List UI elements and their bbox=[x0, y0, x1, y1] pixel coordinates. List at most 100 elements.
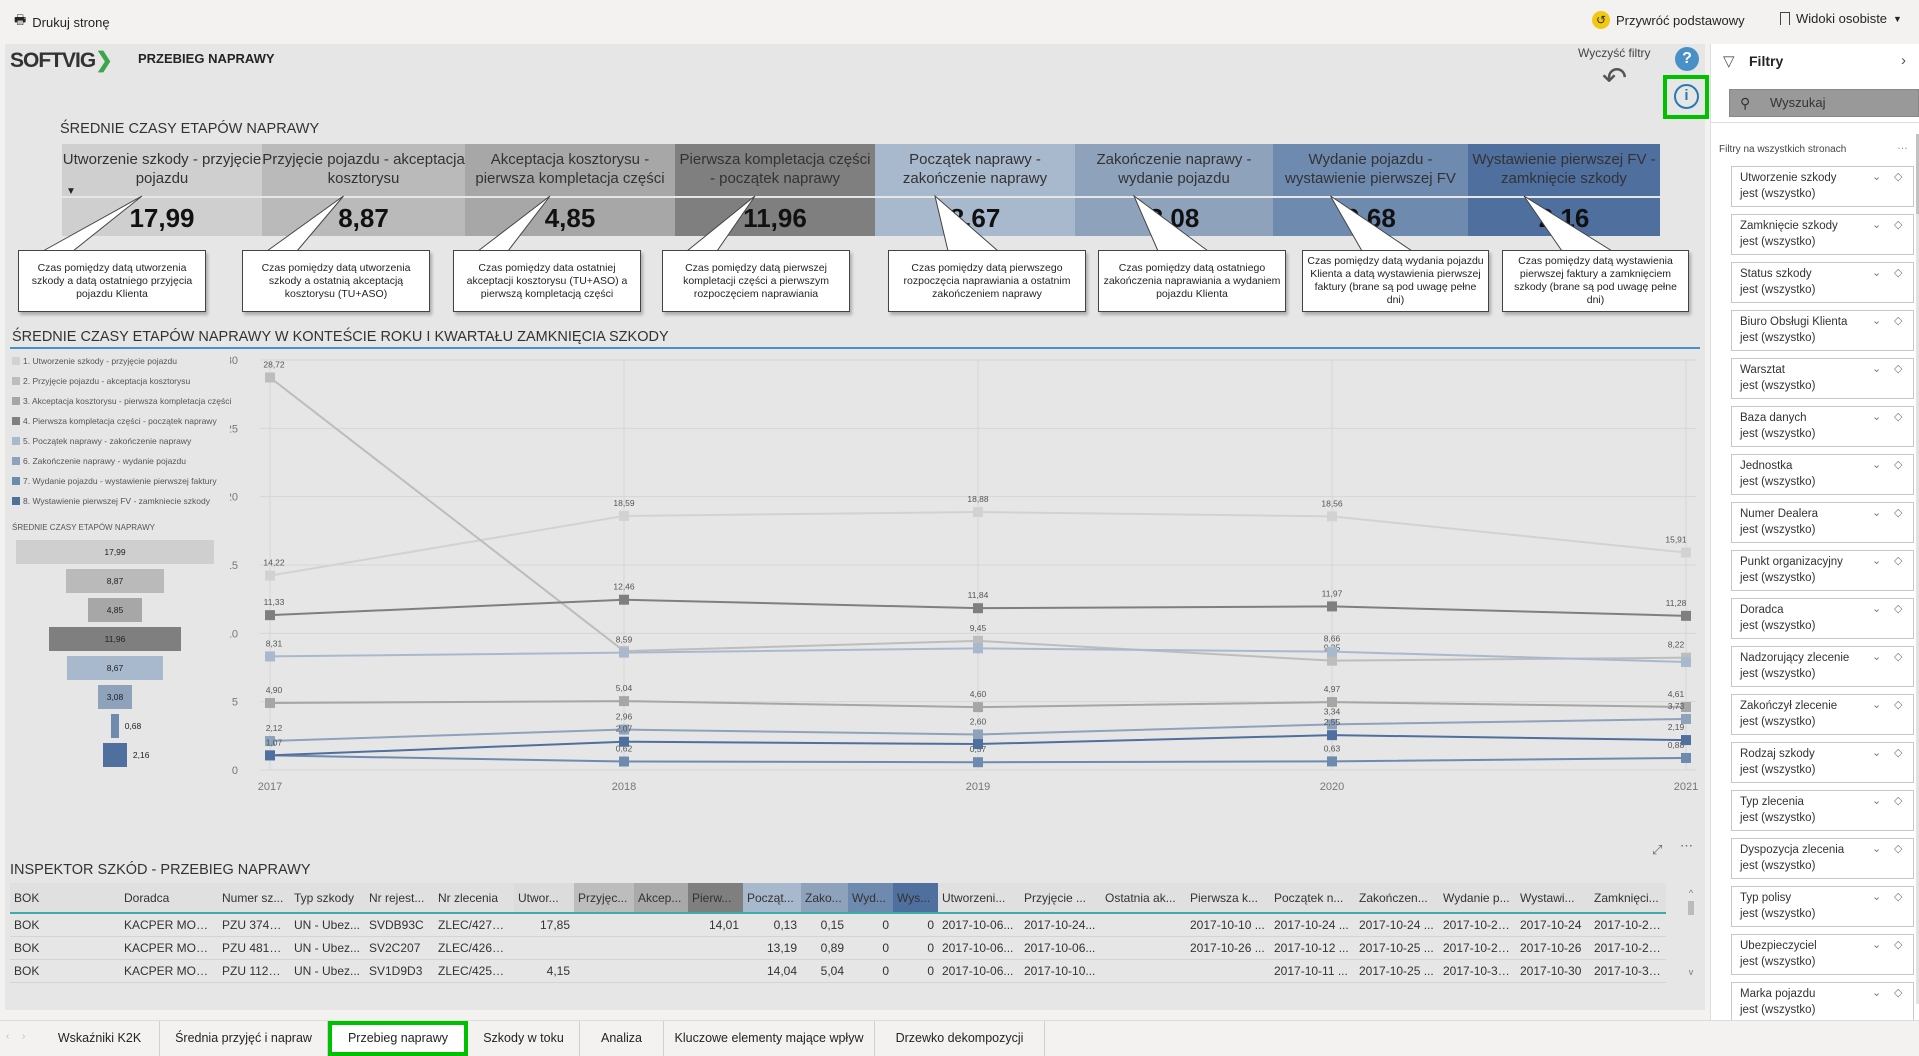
tab-4[interactable]: Szkody w toku bbox=[468, 1021, 580, 1056]
eraser-icon[interactable]: ◇ bbox=[1894, 507, 1903, 519]
eraser-icon[interactable]: ◇ bbox=[1894, 555, 1903, 567]
scroll-thumb[interactable] bbox=[1688, 901, 1694, 915]
column-header[interactable]: Zako... bbox=[801, 883, 848, 914]
column-header[interactable]: Numer sz... bbox=[218, 883, 290, 914]
filter-card[interactable]: Zakończył zlecenie jest (wszystko) ⌄ ◇ bbox=[1731, 694, 1914, 735]
chevron-down-icon[interactable]: ⌄ bbox=[1872, 411, 1882, 423]
column-header[interactable]: BOK bbox=[10, 883, 120, 914]
table-row[interactable]: BOK KACPER MOŚĆ... PZU 11293... UN - Ubez..… bbox=[10, 959, 1666, 983]
chevron-down-icon[interactable]: ⌄ bbox=[1872, 891, 1882, 903]
column-header[interactable]: Typ szkody bbox=[290, 883, 365, 914]
column-header[interactable]: Wydanie p... bbox=[1439, 883, 1516, 914]
chevron-down-icon[interactable]: ⌄ bbox=[1872, 315, 1882, 327]
column-header[interactable]: Nr zlecenia bbox=[434, 883, 514, 914]
chevron-down-icon[interactable]: ⌄ bbox=[1872, 747, 1882, 759]
table-row[interactable]: BOK KACPER MOŚĆ... PZU 37431... UN - Ubez..… bbox=[10, 913, 1666, 937]
eraser-icon[interactable]: ◇ bbox=[1894, 747, 1903, 759]
chevron-down-icon[interactable]: ⌄ bbox=[1872, 459, 1882, 471]
chevron-down-icon[interactable]: ⌄ bbox=[1872, 843, 1882, 855]
filter-card[interactable]: Numer Dealera jest (wszystko) ⌄ ◇ bbox=[1731, 502, 1914, 543]
tab-3[interactable]: Przebieg naprawy bbox=[328, 1021, 468, 1056]
chevron-down-icon[interactable]: ⌄ bbox=[1872, 171, 1882, 183]
funnel-bar[interactable]: 3,08 bbox=[98, 685, 132, 709]
column-header[interactable]: Zakończen... bbox=[1355, 883, 1439, 914]
filter-card[interactable]: Zamknięcie szkody jest (wszystko) ⌄ ◇ bbox=[1731, 214, 1914, 255]
filter-card[interactable]: Ubezpieczyciel jest (wszystko) ⌄ ◇ bbox=[1731, 934, 1914, 975]
funnel-bar[interactable]: 4,85 bbox=[88, 598, 142, 622]
funnel-bar[interactable]: 8,67 bbox=[67, 656, 163, 680]
chevron-down-icon[interactable]: ⌄ bbox=[1872, 219, 1882, 231]
filter-card[interactable]: Dyspozycja zlecenia jest (wszystko) ⌄ ◇ bbox=[1731, 838, 1914, 879]
eraser-icon[interactable]: ◇ bbox=[1894, 939, 1903, 951]
more-options-icon[interactable]: ⋯ bbox=[1680, 838, 1693, 853]
eraser-icon[interactable]: ◇ bbox=[1894, 795, 1903, 807]
tab-5[interactable]: Analiza bbox=[580, 1021, 664, 1056]
legend-item[interactable]: 7. Wydanie pojazdu - wystawienie pierwsz… bbox=[12, 476, 217, 486]
collapse-pane-icon[interactable]: › bbox=[1901, 52, 1906, 69]
filters-search-input[interactable]: ⚲ Wyszukaj bbox=[1729, 89, 1919, 117]
filter-card[interactable]: Doradca jest (wszystko) ⌄ ◇ bbox=[1731, 598, 1914, 639]
legend-item[interactable]: 4. Pierwsza kompletacja części - począte… bbox=[12, 416, 217, 426]
column-header[interactable]: Akcep... bbox=[634, 883, 688, 914]
column-header[interactable]: Przyjęc... bbox=[574, 883, 634, 914]
filter-card[interactable]: Jednostka jest (wszystko) ⌄ ◇ bbox=[1731, 454, 1914, 495]
filter-card[interactable]: Nadzorujący zlecenie jest (wszystko) ⌄ ◇ bbox=[1731, 646, 1914, 687]
filter-card[interactable]: Warsztat jest (wszystko) ⌄ ◇ bbox=[1731, 358, 1914, 399]
column-header[interactable]: Zamknięci... bbox=[1590, 883, 1666, 914]
tab-2[interactable]: Średnia przyjęć i napraw bbox=[160, 1021, 328, 1056]
chevron-down-icon[interactable]: ⌄ bbox=[1872, 699, 1882, 711]
column-header[interactable]: Utwor... bbox=[514, 883, 574, 914]
expand-caret-icon[interactable]: ▼ bbox=[66, 186, 76, 197]
tab-7[interactable]: Drzewko dekompozycji bbox=[875, 1021, 1045, 1056]
chevron-down-icon[interactable]: ⌄ bbox=[1872, 987, 1882, 999]
eraser-icon[interactable]: ◇ bbox=[1894, 315, 1903, 327]
eraser-icon[interactable]: ◇ bbox=[1894, 891, 1903, 903]
eraser-icon[interactable]: ◇ bbox=[1894, 603, 1903, 615]
eraser-icon[interactable]: ◇ bbox=[1894, 987, 1903, 999]
section-more-icon[interactable]: … bbox=[1897, 140, 1908, 152]
undo-clear-filters-icon[interactable]: ↶ bbox=[1602, 62, 1628, 95]
funnel-bar[interactable]: 8,87 bbox=[66, 569, 164, 593]
legend-item[interactable]: 8. Wystawienie pierwszej FV - zamkniecie… bbox=[12, 496, 210, 506]
legend-item[interactable]: 5. Początek naprawy - zakończenie napraw… bbox=[12, 436, 191, 446]
filter-card[interactable]: Baza danych jest (wszystko) ⌄ ◇ bbox=[1731, 406, 1914, 447]
filter-card[interactable]: Typ polisy jest (wszystko) ⌄ ◇ bbox=[1731, 886, 1914, 927]
chevron-down-icon[interactable]: ⌄ bbox=[1872, 363, 1882, 375]
column-header[interactable]: Pierwsza k... bbox=[1186, 883, 1270, 914]
tab-1[interactable]: Wskaźniki K2K bbox=[40, 1021, 160, 1056]
tab-scroll-left-icon[interactable]: ‹ bbox=[6, 1031, 10, 1042]
info-icon[interactable]: i bbox=[1674, 84, 1699, 109]
chevron-down-icon[interactable]: ⌄ bbox=[1872, 603, 1882, 615]
funnel-bar[interactable]: 2,16 bbox=[103, 743, 149, 767]
filters-scrollbar[interactable] bbox=[1916, 134, 1919, 1004]
personal-views-button[interactable]: Widoki osobiste ▼ bbox=[1780, 11, 1902, 26]
help-icon[interactable]: ? bbox=[1675, 47, 1699, 71]
chevron-down-icon[interactable]: ⌄ bbox=[1872, 267, 1882, 279]
eraser-icon[interactable]: ◇ bbox=[1894, 267, 1903, 279]
tab-scroll-right-icon[interactable]: › bbox=[22, 1031, 26, 1042]
eraser-icon[interactable]: ◇ bbox=[1894, 363, 1903, 375]
tab-6[interactable]: Kluczowe elementy mające wpływ bbox=[664, 1021, 875, 1056]
column-header[interactable]: Utworzeni... bbox=[938, 883, 1020, 914]
chevron-down-icon[interactable]: ⌄ bbox=[1872, 939, 1882, 951]
column-header[interactable]: Początek n... bbox=[1270, 883, 1355, 914]
column-header[interactable]: Począt... bbox=[743, 883, 801, 914]
legend-item[interactable]: 6. Zakończenie naprawy - wydanie pojazdu bbox=[12, 456, 186, 466]
filter-card[interactable]: Marka pojazdu jest (wszystko) ⌄ ◇ bbox=[1731, 982, 1914, 1023]
column-header[interactable]: Przyjęcie ... bbox=[1020, 883, 1101, 914]
eraser-icon[interactable]: ◇ bbox=[1894, 459, 1903, 471]
funnel-bar[interactable]: 11,96 bbox=[49, 627, 181, 651]
chevron-down-icon[interactable]: ⌄ bbox=[1872, 555, 1882, 567]
chevron-down-icon[interactable]: ⌄ bbox=[1872, 651, 1882, 663]
column-header[interactable]: Wys... bbox=[893, 883, 938, 914]
eraser-icon[interactable]: ◇ bbox=[1894, 699, 1903, 711]
filter-card[interactable]: Biuro Obsługi Klienta jest (wszystko) ⌄ ◇ bbox=[1731, 310, 1914, 351]
focus-mode-icon[interactable]: ⤢ bbox=[1652, 842, 1663, 857]
column-header[interactable]: Pierw... bbox=[688, 883, 743, 914]
scroll-down-icon[interactable]: v bbox=[1688, 967, 1694, 977]
eraser-icon[interactable]: ◇ bbox=[1894, 843, 1903, 855]
legend-item[interactable]: 1. Utworzenie szkody - przyjęcie pojazdu bbox=[12, 356, 177, 366]
table-scrollbar[interactable]: ^ v bbox=[1685, 888, 1697, 988]
eraser-icon[interactable]: ◇ bbox=[1894, 651, 1903, 663]
legend-item[interactable]: 2. Przyjęcie pojazdu - akceptacja koszto… bbox=[12, 376, 190, 386]
